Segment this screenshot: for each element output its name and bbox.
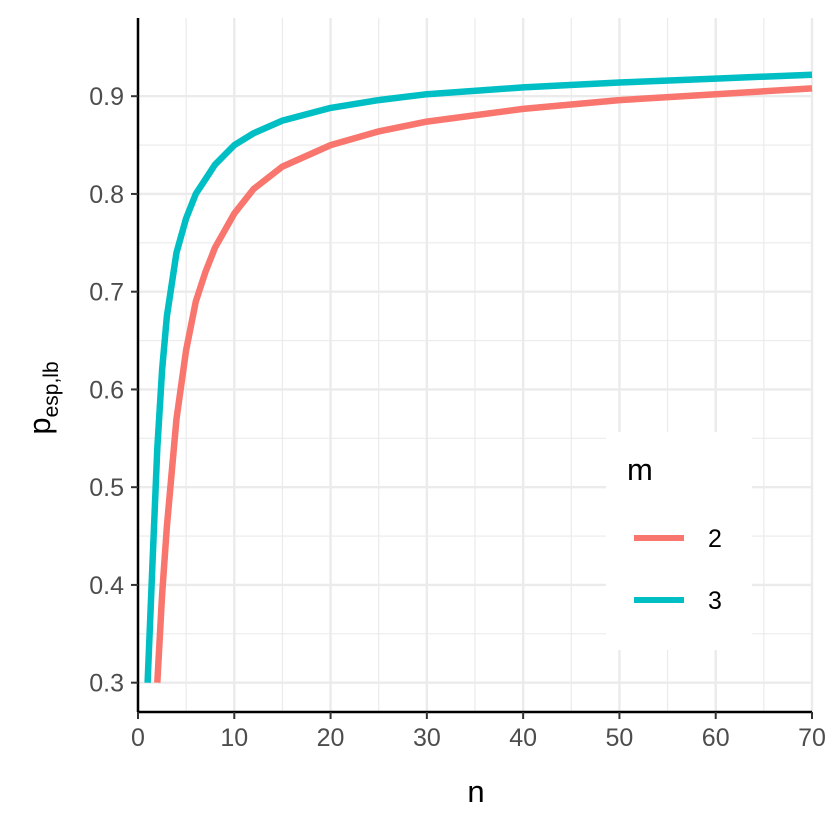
series-line-m2 [154, 85, 813, 683]
x-ticks: 0 10 20 30 40 50 60 70 [131, 712, 826, 752]
x-tick-label: 20 [317, 724, 345, 752]
y-tick-label: 0.3 [89, 670, 124, 698]
x-tick-label: 30 [413, 724, 441, 752]
y-tick-label: 0.6 [89, 376, 124, 404]
legend-title: m [627, 452, 653, 487]
x-tick-label: 0 [131, 724, 145, 752]
y-ticks: 0.3 0.4 0.5 0.6 0.7 0.8 0.9 [89, 83, 138, 698]
x-tick-label: 70 [798, 724, 826, 752]
legend-label-m2: 2 [708, 525, 722, 553]
series-line-m3 [144, 71, 813, 683]
y-tick-label: 0.9 [89, 83, 124, 111]
x-tick-label: 50 [606, 724, 634, 752]
legend-label-m3: 3 [708, 587, 722, 615]
legend: m 2 3 [606, 432, 752, 650]
x-axis-title: n [467, 774, 484, 809]
series-layer [144, 71, 813, 683]
y-tick-label: 0.7 [89, 279, 124, 307]
y-tick-label: 0.8 [89, 181, 124, 209]
y-tick-label: 0.5 [89, 474, 124, 502]
y-axis-title-subscript: esp,lb [40, 361, 63, 417]
y-axis-title-main: p [22, 417, 57, 434]
x-tick-label: 10 [220, 724, 248, 752]
x-tick-label: 40 [509, 724, 537, 752]
y-tick-label: 0.4 [89, 572, 124, 600]
x-tick-label: 60 [702, 724, 730, 752]
y-axis-title: pesp,lb [22, 361, 63, 434]
